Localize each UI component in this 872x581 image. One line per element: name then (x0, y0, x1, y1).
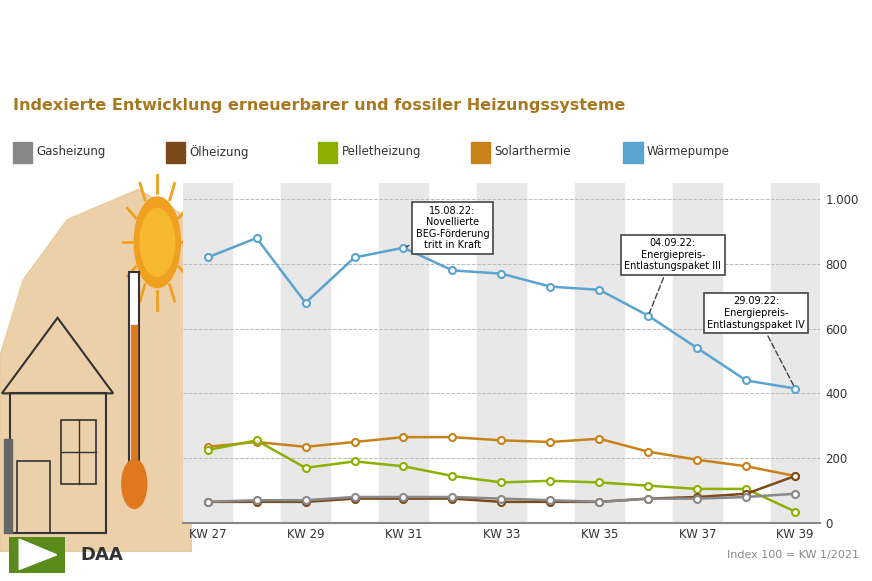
Bar (318, 142, 337, 163)
Text: 2022: 2022 (781, 75, 828, 92)
Text: Ölheizung: Ölheizung (189, 145, 249, 159)
Bar (471, 142, 490, 163)
Text: Index 100 = KW 1/2021: Index 100 = KW 1/2021 (727, 550, 859, 560)
Bar (623, 142, 643, 163)
Circle shape (140, 208, 174, 276)
Text: Q3: Q3 (776, 20, 833, 54)
Bar (129, 272, 140, 469)
Text: Gasheizung: Gasheizung (37, 145, 106, 158)
Bar (379, 183, 428, 523)
Text: 15.08.22:
Novellierte
BEG-Förderung
tritt in Kraft: 15.08.22: Novellierte BEG-Förderung trit… (406, 206, 489, 250)
Bar (281, 183, 330, 523)
Text: 04.09.22:
Energiepreis-
Entlastungspaket III: 04.09.22: Energiepreis- Entlastungspaket… (624, 238, 721, 313)
Bar (132, 325, 137, 469)
Text: Solarthermie: Solarthermie (494, 145, 571, 158)
Bar (771, 183, 820, 523)
Text: Wärmepumpe: Wärmepumpe (647, 145, 730, 158)
Bar (673, 183, 722, 523)
Text: DAA: DAA (80, 546, 123, 564)
Polygon shape (0, 189, 192, 552)
Text: Pelletheizung: Pelletheizung (342, 145, 421, 158)
Bar (575, 183, 623, 523)
Circle shape (134, 197, 181, 288)
Text: Indexierte Entwicklung erneuerbarer und fossiler Heizungssysteme: Indexierte Entwicklung erneuerbarer und … (13, 98, 625, 113)
Bar (183, 183, 232, 523)
Polygon shape (3, 439, 11, 533)
FancyBboxPatch shape (9, 537, 65, 573)
Bar (166, 142, 185, 163)
Bar (477, 183, 526, 523)
Polygon shape (19, 539, 57, 569)
Text: DAA WärmeIndex: DAA WärmeIndex (18, 30, 290, 58)
Bar (13, 142, 32, 163)
Text: 29.09.22:
Energiepreis-
Entlastungspaket IV: 29.09.22: Energiepreis- Entlastungspaket… (707, 296, 805, 386)
Circle shape (122, 460, 146, 508)
